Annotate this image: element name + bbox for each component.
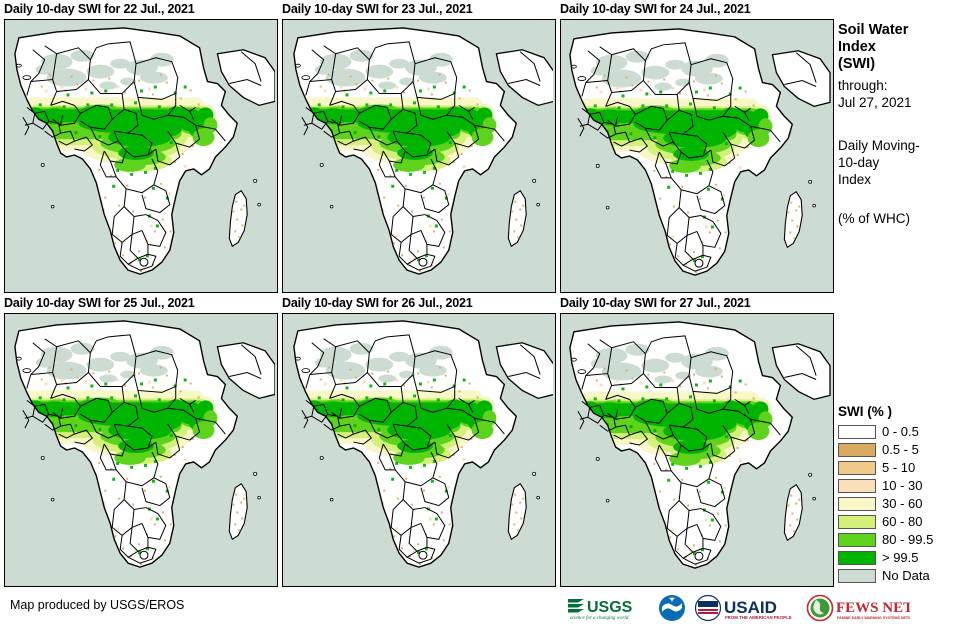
africa-swi-map xyxy=(283,20,553,290)
legend-label: 10 - 30 xyxy=(882,477,923,493)
africa-swi-map xyxy=(561,314,831,584)
map-frame[interactable] xyxy=(282,19,556,293)
legend-item: 0.5 - 5 xyxy=(838,441,967,458)
legend-item: No Data xyxy=(838,567,967,584)
usaid-logo[interactable]: USAID FROM THE AMERICAN PEOPLE xyxy=(694,593,798,623)
map-panel-6[interactable]: Daily 10-day SWI for 27 Jul., 2021 xyxy=(556,296,834,587)
legend-label: 5 - 10 xyxy=(882,459,916,475)
info-units: (% of WHC) xyxy=(838,211,910,226)
legend-swatch xyxy=(838,532,876,547)
legend-swatch xyxy=(838,568,876,583)
info-method-line3: Index xyxy=(838,172,872,187)
agency-logos: USGS science for a changing world USAID … xyxy=(566,592,910,624)
info-through: through: Jul 27, 2021 xyxy=(838,77,967,111)
legend-swatch xyxy=(838,442,876,457)
legend-rows: 0 - 0.5 0.5 - 5 5 - 10 10 - 30 30 - 60 60 - 8… xyxy=(838,423,967,584)
map-credit: Map produced by USGS/EROS xyxy=(10,598,185,612)
legend-swatch xyxy=(838,514,876,529)
map-panel-title: Daily 10-day SWI for 22 Jul., 2021 xyxy=(4,2,195,16)
info-method-line2: 10-day xyxy=(838,155,880,170)
africa-swi-map xyxy=(283,314,553,584)
legend-swatch xyxy=(838,496,876,511)
info-title-line3: (SWI) xyxy=(838,56,876,72)
map-panel-grid: Daily 10-day SWI for 22 Jul., 2021 Daily… xyxy=(0,2,834,587)
legend-label: No Data xyxy=(882,567,930,583)
info-title-line2: Index xyxy=(838,39,876,55)
usgs-logo[interactable]: USGS science for a changing world xyxy=(566,593,650,623)
legend-item: > 99.5 xyxy=(838,549,967,566)
legend-label: 0.5 - 5 xyxy=(882,441,919,457)
map-panel-4[interactable]: Daily 10-day SWI for 25 Jul., 2021 xyxy=(0,296,278,587)
legend-swatch xyxy=(838,460,876,475)
svg-text:FEWS NET: FEWS NET xyxy=(836,600,910,616)
legend-label: 30 - 60 xyxy=(882,495,923,511)
map-panel-title: Daily 10-day SWI for 24 Jul., 2021 xyxy=(560,2,751,16)
info-panel: Soil Water Index (SWI) through: Jul 27, … xyxy=(838,0,967,590)
svg-text:FAMINE EARLY WARNING SYSTEMS N: FAMINE EARLY WARNING SYSTEMS NETWORK xyxy=(837,616,910,620)
legend-item: 30 - 60 xyxy=(838,495,967,512)
info-through-label: through: xyxy=(838,78,888,93)
map-frame[interactable] xyxy=(560,19,834,293)
map-frame[interactable] xyxy=(4,19,278,293)
fewsnet-logo[interactable]: FEWS NET FAMINE EARLY WARNING SYSTEMS NE… xyxy=(806,593,910,623)
legend-swatch xyxy=(838,550,876,565)
noaa-logo-icon xyxy=(659,595,685,621)
map-panel-title: Daily 10-day SWI for 27 Jul., 2021 xyxy=(560,296,751,310)
legend-swatch xyxy=(838,478,876,493)
legend-item: 0 - 0.5 xyxy=(838,423,967,440)
legend: SWI (% ) 0 - 0.5 0.5 - 5 5 - 10 10 - 30 30 -… xyxy=(838,404,967,585)
info-title: Soil Water Index (SWI) xyxy=(838,0,967,73)
svg-text:science for a changing world: science for a changing world xyxy=(570,616,629,621)
legend-label: 80 - 99.5 xyxy=(882,531,934,547)
map-frame[interactable] xyxy=(560,313,834,587)
noaa-logo[interactable] xyxy=(658,593,686,623)
info-through-date: Jul 27, 2021 xyxy=(838,95,912,110)
info-method: Daily Moving- 10-day Index xyxy=(838,137,967,188)
svg-text:USGS: USGS xyxy=(587,599,633,616)
legend-label: > 99.5 xyxy=(882,549,919,565)
svg-text:FROM THE AMERICAN PEOPLE: FROM THE AMERICAN PEOPLE xyxy=(725,615,792,620)
africa-swi-map xyxy=(561,20,831,290)
map-panel-1[interactable]: Daily 10-day SWI for 22 Jul., 2021 xyxy=(0,2,278,293)
map-frame[interactable] xyxy=(282,313,556,587)
map-frame[interactable] xyxy=(4,313,278,587)
usgs-logo-icon: USGS science for a changing world xyxy=(568,599,633,621)
map-panel-5[interactable]: Daily 10-day SWI for 26 Jul., 2021 xyxy=(278,296,556,587)
legend-item: 5 - 10 xyxy=(838,459,967,476)
usaid-logo-icon: USAID FROM THE AMERICAN PEOPLE xyxy=(694,594,792,622)
map-panel-3[interactable]: Daily 10-day SWI for 24 Jul., 2021 xyxy=(556,2,834,293)
map-panel-title: Daily 10-day SWI for 25 Jul., 2021 xyxy=(4,296,195,310)
map-panel-title: Daily 10-day SWI for 23 Jul., 2021 xyxy=(282,2,473,16)
fewsnet-logo-icon: FEWS NET FAMINE EARLY WARNING SYSTEMS NE… xyxy=(806,594,910,622)
legend-swatch xyxy=(838,424,876,439)
legend-label: 0 - 0.5 xyxy=(882,423,919,439)
map-panel-2[interactable]: Daily 10-day SWI for 23 Jul., 2021 xyxy=(278,2,556,293)
legend-title: SWI (% ) xyxy=(838,404,892,419)
legend-item: 10 - 30 xyxy=(838,477,967,494)
map-panel-title: Daily 10-day SWI for 26 Jul., 2021 xyxy=(282,296,473,310)
legend-item: 60 - 80 xyxy=(838,513,967,530)
legend-item: 80 - 99.5 xyxy=(838,531,967,548)
info-method-line1: Daily Moving- xyxy=(838,138,920,153)
legend-label: 60 - 80 xyxy=(882,513,923,529)
africa-swi-map xyxy=(5,314,275,584)
info-title-line1: Soil Water xyxy=(838,22,909,38)
svg-text:USAID: USAID xyxy=(724,598,777,617)
africa-swi-map xyxy=(5,20,275,290)
